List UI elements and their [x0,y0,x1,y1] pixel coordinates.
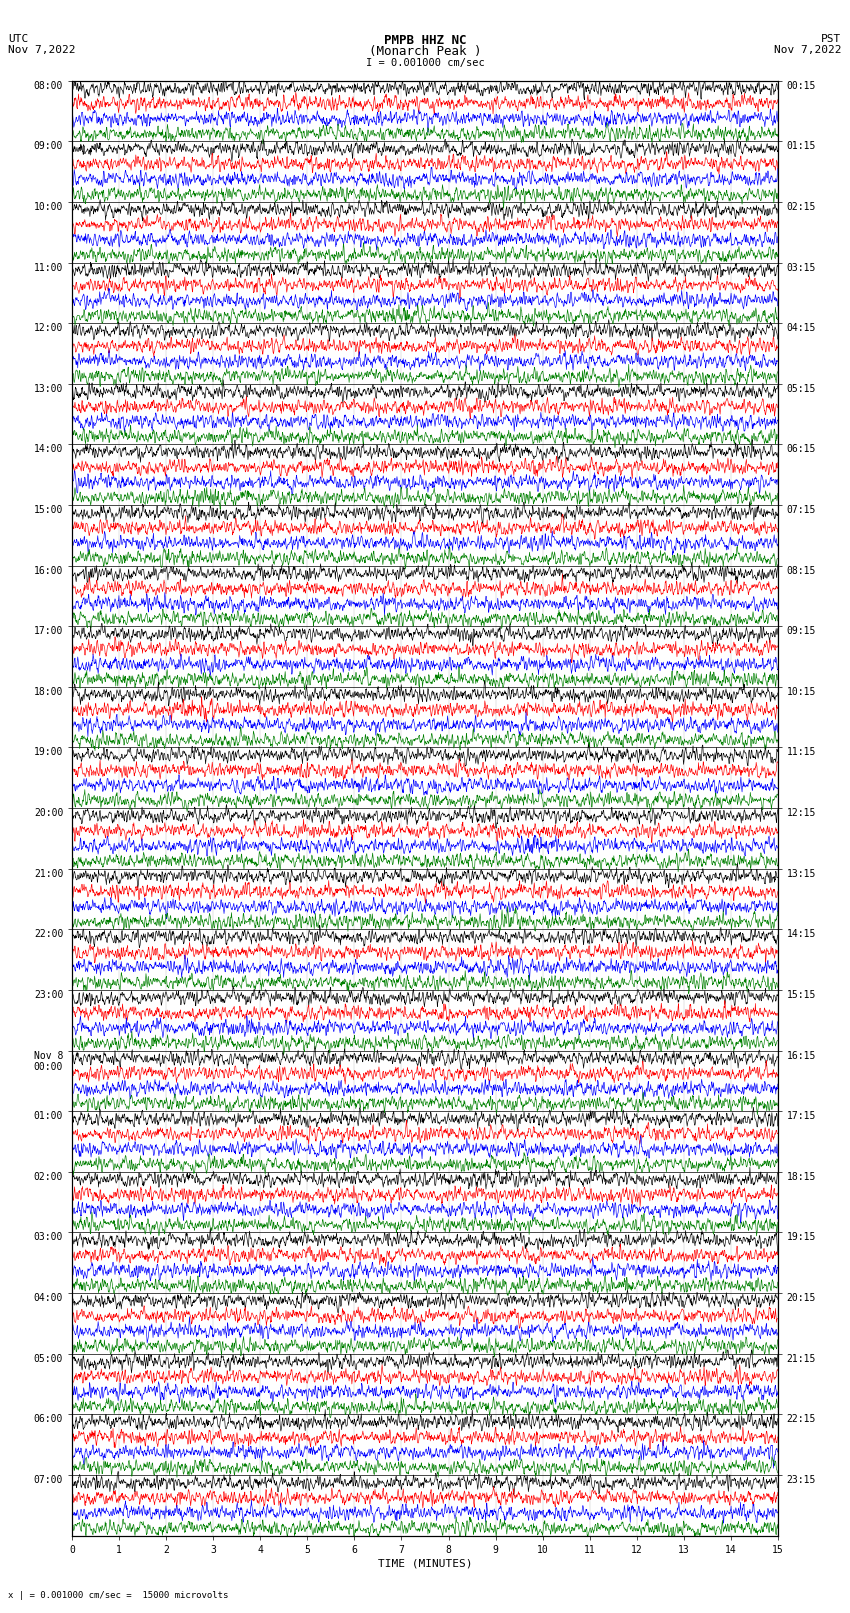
Text: (Monarch Peak ): (Monarch Peak ) [369,45,481,58]
Text: PMPB HHZ NC: PMPB HHZ NC [383,34,467,47]
Text: I = 0.001000 cm/sec: I = 0.001000 cm/sec [366,58,484,68]
Text: PST
Nov 7,2022: PST Nov 7,2022 [774,34,842,55]
X-axis label: TIME (MINUTES): TIME (MINUTES) [377,1558,473,1569]
Text: UTC
Nov 7,2022: UTC Nov 7,2022 [8,34,76,55]
Text: x | = 0.001000 cm/sec =  15000 microvolts: x | = 0.001000 cm/sec = 15000 microvolts [8,1590,229,1600]
